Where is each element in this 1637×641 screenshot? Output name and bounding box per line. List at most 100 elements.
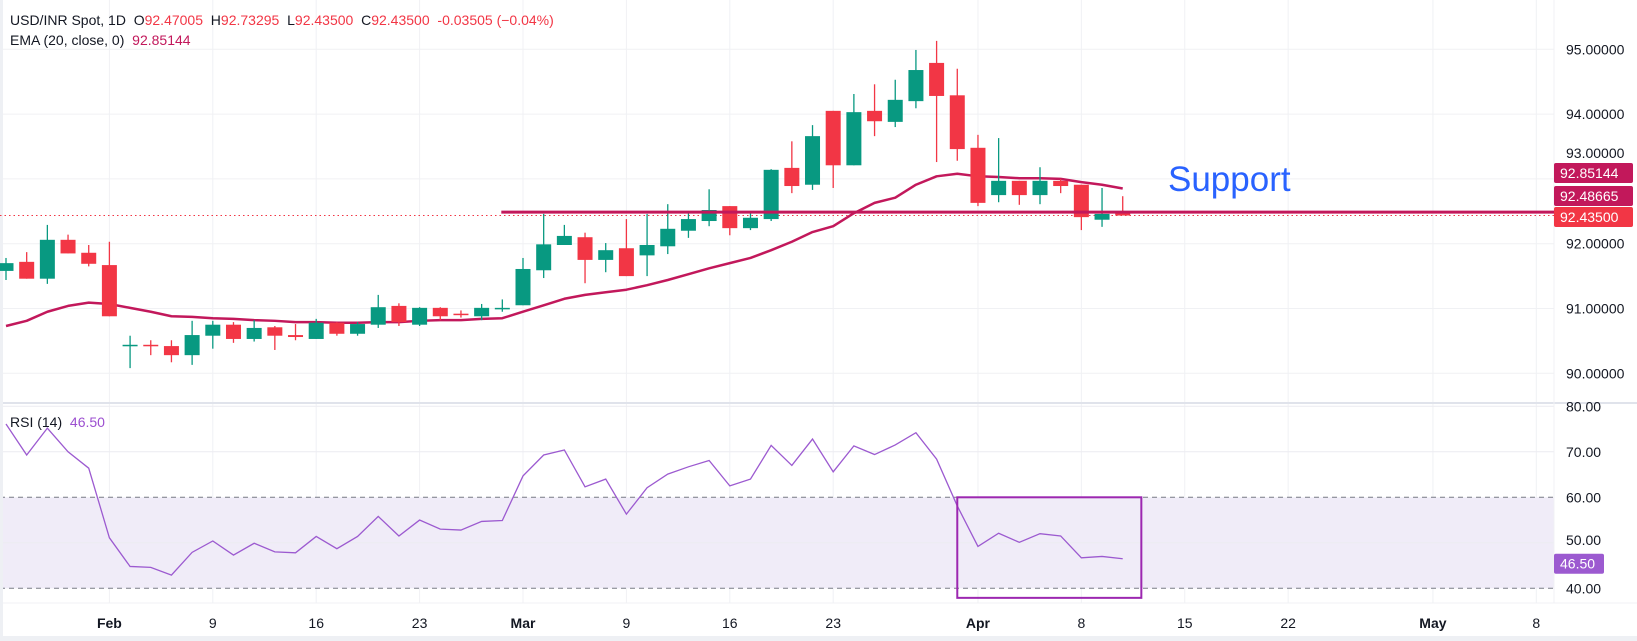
candle-down <box>267 327 283 336</box>
candle-down <box>970 147 986 203</box>
candle-up <box>494 307 510 310</box>
candle-up <box>680 219 696 231</box>
time-axis-label: 16 <box>722 615 738 631</box>
candle-up <box>0 263 14 271</box>
ema-label: EMA (20, close, 0) <box>10 32 125 48</box>
rsi-axis-label: 40.00 <box>1566 580 1601 596</box>
candle-down <box>19 261 35 279</box>
candle-down <box>288 335 304 338</box>
candle-up <box>205 324 221 336</box>
candle-down <box>60 239 76 254</box>
time-axis-label: Mar <box>511 615 536 631</box>
ema-value: 92.85144 <box>132 32 191 48</box>
candle-up <box>846 112 862 166</box>
rsi-axis-label: 70.00 <box>1566 444 1601 460</box>
time-axis-label: Apr <box>966 615 991 631</box>
support-price-tag-bg <box>1554 186 1633 206</box>
price-axis-label: 92.00000 <box>1566 236 1625 252</box>
rsi-value-tag-bg <box>1554 553 1604 574</box>
time-axis-label: 8 <box>1532 615 1540 631</box>
candle-up <box>1094 213 1110 220</box>
rsi-value-tag: 46.50 <box>1560 556 1595 572</box>
candle-down <box>825 110 841 166</box>
candle-up <box>701 210 717 222</box>
candle-down <box>81 252 97 264</box>
ema-line <box>5 172 1123 328</box>
candle-up <box>660 228 676 247</box>
candle-up <box>308 322 324 339</box>
candle-up <box>122 344 138 347</box>
time-axis-label: 22 <box>1280 615 1296 631</box>
candle-up <box>515 268 531 306</box>
rsi-value: 46.50 <box>69 414 105 430</box>
candle-down <box>1053 180 1069 187</box>
candle-down <box>163 346 179 356</box>
candle-down <box>453 313 469 316</box>
candle-up <box>536 244 552 271</box>
time-axis-label: 15 <box>1177 615 1193 631</box>
left-edge <box>0 0 3 641</box>
candle-down <box>784 167 800 187</box>
time-axis-label: 23 <box>825 615 841 631</box>
last-price-tag-bg <box>1554 207 1633 227</box>
high-label: H <box>210 12 221 28</box>
candle-down <box>618 248 634 277</box>
symbol-legend: USD/INR Spot, 1D O92.47005 H92.73295 L92… <box>10 12 554 28</box>
low-value: 92.43500 <box>294 12 354 28</box>
candle-up <box>887 99 903 122</box>
time-axis-label: May <box>1419 615 1446 631</box>
candle-down <box>329 322 345 334</box>
candle-up <box>246 327 262 339</box>
price-axis-label: 91.00000 <box>1566 301 1625 317</box>
candle-down <box>722 206 738 229</box>
ema-price-tag-bg <box>1554 163 1633 183</box>
time-axis-label: Feb <box>97 615 122 631</box>
rsi-axis-label: 80.00 <box>1566 398 1601 414</box>
candle-down <box>867 110 883 122</box>
candle-down <box>577 237 593 260</box>
price-axis-label: 94.00000 <box>1566 106 1625 122</box>
candle-down <box>101 265 117 317</box>
support-price-tag: 92.48665 <box>1560 188 1619 204</box>
candle-up <box>556 235 572 245</box>
bottom-edge <box>0 636 1637 641</box>
price-axis-label: 95.00000 <box>1566 41 1625 57</box>
candle-up <box>991 180 1007 196</box>
ema-legend[interactable]: EMA (20, close, 0) 92.85144 <box>10 32 191 48</box>
rsi-legend[interactable]: RSI (14) 46.50 <box>10 414 105 430</box>
candle-down <box>949 95 965 150</box>
candle-up <box>370 307 386 325</box>
candle-up <box>908 70 924 102</box>
support-annotation[interactable]: Support <box>1168 160 1291 199</box>
candle-up <box>412 307 428 325</box>
last-price-tag: 92.43500 <box>1560 209 1619 225</box>
candle-up <box>639 244 655 256</box>
candle-up <box>474 307 490 317</box>
candle-down <box>1115 213 1131 216</box>
close-value: 92.43500 <box>371 12 430 28</box>
price-axis-label: 90.00000 <box>1566 365 1625 381</box>
candle-down <box>1073 184 1089 218</box>
ema-price-tag: 92.85144 <box>1560 165 1619 181</box>
time-axis-label: 9 <box>209 615 217 631</box>
candle-up <box>1032 180 1048 196</box>
symbol-title: USD/INR Spot, 1D <box>10 12 126 28</box>
candle-down <box>432 307 448 317</box>
rsi-highlight-box[interactable] <box>956 496 1143 599</box>
candle-up <box>184 335 200 356</box>
open-label: O <box>133 12 145 28</box>
high-value: 92.73295 <box>220 12 280 28</box>
close-label: C <box>361 12 372 28</box>
time-axis-label: 23 <box>412 615 428 631</box>
candle-up <box>598 250 614 260</box>
rsi-line <box>5 423 1123 576</box>
candle-up <box>742 217 758 229</box>
candle-up <box>805 136 821 185</box>
time-axis-label: 16 <box>308 615 324 631</box>
low-label: L <box>287 12 295 28</box>
time-axis-label: 9 <box>623 615 631 631</box>
candle-down <box>1011 180 1027 196</box>
candle-down <box>391 305 407 323</box>
rsi-axis-label: 50.00 <box>1566 532 1601 548</box>
